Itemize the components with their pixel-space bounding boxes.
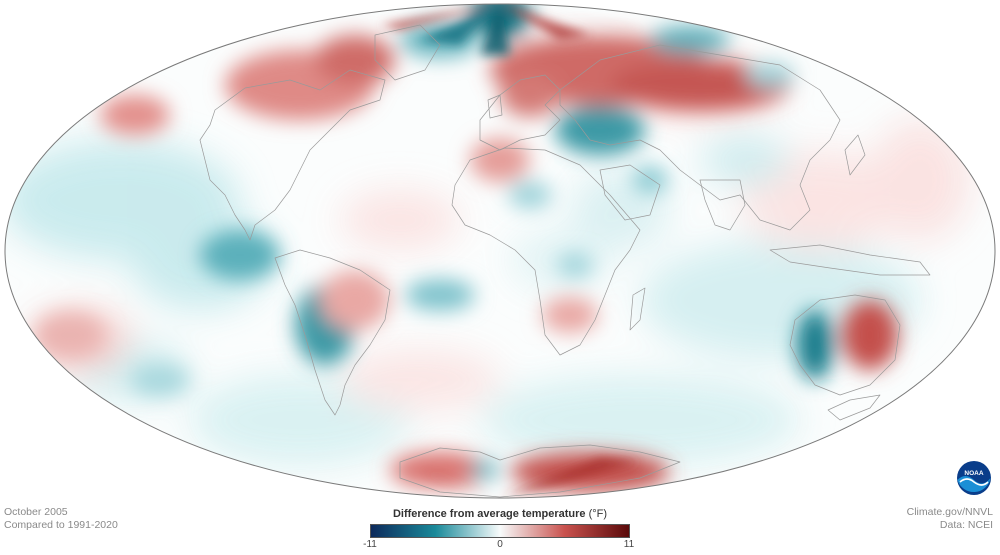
greenland-outline bbox=[374, 24, 441, 81]
uk-outline bbox=[487, 94, 503, 119]
madagascar-outline bbox=[629, 287, 646, 331]
legend-mid-label: 0 bbox=[497, 539, 503, 550]
arabia-outline bbox=[599, 164, 661, 221]
noaa-logo-text: NOAA bbox=[964, 470, 983, 477]
indonesia-outline bbox=[769, 244, 931, 276]
map-caption: October 2005 Compared to 1991-2020 bbox=[4, 506, 118, 532]
legend-title: Difference from average temperature (°F) bbox=[392, 508, 608, 520]
date-label: October 2005 bbox=[4, 506, 68, 518]
globe-border bbox=[4, 3, 996, 499]
north-america-outline bbox=[199, 69, 386, 241]
legend-min-label: -11 bbox=[363, 539, 377, 550]
south-america-outline bbox=[274, 249, 391, 416]
legend-color-bar bbox=[370, 524, 630, 538]
anomaly-field bbox=[5, 4, 970, 498]
india-outline bbox=[699, 179, 746, 231]
world-temperature-map bbox=[4, 3, 996, 499]
africa-outline bbox=[451, 147, 641, 356]
baseline-label: Compared to 1991-2020 bbox=[4, 519, 118, 531]
credit-label: Climate.gov/NNVL bbox=[906, 506, 993, 518]
color-legend: Difference from average temperature (°F)… bbox=[360, 508, 640, 554]
legend-max-label: 11 bbox=[623, 539, 635, 550]
legend-unit: (°F) bbox=[588, 508, 608, 520]
antarctica-outline bbox=[399, 444, 681, 498]
new-zealand-outline bbox=[827, 394, 881, 421]
continent-outlines bbox=[199, 24, 931, 498]
map-credits: Climate.gov/NNVL Data: NCEI bbox=[907, 506, 993, 532]
europe-outline bbox=[479, 74, 561, 151]
japan-outline bbox=[844, 134, 866, 176]
noaa-logo-icon: NOAA bbox=[957, 461, 991, 495]
australia-outline bbox=[789, 294, 901, 396]
asia-outline bbox=[559, 44, 841, 231]
data-source-label: Data: NCEI bbox=[939, 519, 993, 531]
